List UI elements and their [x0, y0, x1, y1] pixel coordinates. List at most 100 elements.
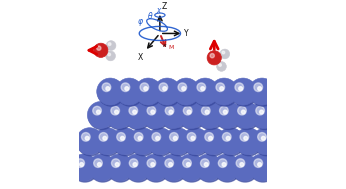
Circle shape: [235, 83, 244, 91]
Circle shape: [254, 83, 263, 91]
Circle shape: [160, 154, 186, 181]
Circle shape: [183, 159, 191, 167]
Circle shape: [205, 132, 213, 141]
Circle shape: [124, 154, 151, 181]
Circle shape: [186, 163, 190, 166]
Circle shape: [173, 78, 200, 105]
Circle shape: [112, 129, 139, 156]
Circle shape: [143, 156, 169, 182]
Circle shape: [183, 129, 209, 156]
Circle shape: [111, 128, 138, 155]
Circle shape: [207, 51, 221, 65]
Circle shape: [94, 159, 102, 167]
Circle shape: [258, 87, 262, 91]
Text: κ: κ: [163, 43, 167, 48]
Circle shape: [256, 106, 264, 115]
Circle shape: [85, 136, 89, 140]
Circle shape: [170, 132, 178, 141]
Circle shape: [90, 156, 116, 182]
Text: φ: φ: [138, 17, 143, 26]
Circle shape: [159, 83, 168, 91]
Circle shape: [254, 159, 263, 167]
Circle shape: [165, 106, 174, 115]
Circle shape: [252, 128, 279, 155]
Circle shape: [129, 159, 138, 167]
Circle shape: [155, 80, 181, 106]
Circle shape: [262, 136, 265, 140]
Circle shape: [240, 132, 249, 141]
Circle shape: [220, 106, 228, 115]
Circle shape: [87, 101, 114, 129]
Circle shape: [148, 129, 174, 156]
Circle shape: [187, 110, 191, 114]
Circle shape: [222, 163, 226, 166]
Circle shape: [260, 110, 263, 114]
Circle shape: [218, 129, 245, 156]
Circle shape: [177, 154, 204, 181]
Circle shape: [115, 110, 118, 114]
Text: Y: Y: [184, 29, 189, 38]
Circle shape: [133, 110, 137, 114]
Circle shape: [107, 103, 133, 129]
Circle shape: [152, 132, 161, 141]
Circle shape: [204, 163, 208, 166]
Circle shape: [108, 43, 111, 45]
Circle shape: [250, 80, 276, 106]
Circle shape: [201, 129, 227, 156]
Circle shape: [234, 103, 260, 129]
Circle shape: [199, 128, 226, 155]
Circle shape: [195, 154, 222, 181]
Circle shape: [160, 101, 187, 129]
Circle shape: [229, 78, 256, 105]
Circle shape: [236, 159, 245, 167]
Circle shape: [165, 129, 192, 156]
Circle shape: [258, 132, 266, 141]
Circle shape: [71, 154, 98, 181]
Circle shape: [95, 129, 121, 156]
Circle shape: [140, 83, 149, 91]
Circle shape: [151, 110, 155, 114]
Circle shape: [254, 129, 280, 156]
Circle shape: [147, 106, 156, 115]
Circle shape: [231, 154, 258, 181]
Circle shape: [226, 136, 230, 140]
Circle shape: [106, 87, 110, 91]
Circle shape: [232, 156, 258, 182]
Circle shape: [201, 106, 210, 115]
Circle shape: [182, 87, 185, 91]
Circle shape: [235, 128, 262, 155]
Circle shape: [102, 83, 111, 91]
Circle shape: [212, 80, 238, 106]
Circle shape: [238, 106, 246, 115]
Circle shape: [248, 154, 275, 181]
Circle shape: [179, 103, 206, 129]
Circle shape: [106, 41, 116, 50]
Circle shape: [165, 159, 174, 167]
Text: X: X: [137, 53, 143, 62]
Circle shape: [94, 43, 108, 57]
Circle shape: [239, 87, 243, 91]
Circle shape: [222, 132, 231, 141]
Circle shape: [76, 128, 103, 155]
Circle shape: [144, 87, 148, 91]
Circle shape: [214, 156, 240, 182]
Circle shape: [222, 51, 225, 54]
Circle shape: [117, 80, 143, 106]
Circle shape: [76, 159, 84, 167]
Circle shape: [82, 132, 90, 141]
Circle shape: [142, 101, 169, 129]
Circle shape: [107, 156, 134, 182]
Circle shape: [248, 78, 275, 105]
Circle shape: [106, 51, 116, 61]
Circle shape: [115, 163, 119, 166]
Circle shape: [106, 101, 133, 129]
Circle shape: [120, 136, 124, 140]
Circle shape: [89, 103, 115, 129]
Circle shape: [209, 136, 212, 140]
Circle shape: [244, 136, 248, 140]
Circle shape: [98, 163, 101, 166]
Circle shape: [138, 136, 142, 140]
Text: θ: θ: [148, 12, 152, 21]
Circle shape: [124, 101, 151, 129]
Circle shape: [94, 128, 121, 155]
